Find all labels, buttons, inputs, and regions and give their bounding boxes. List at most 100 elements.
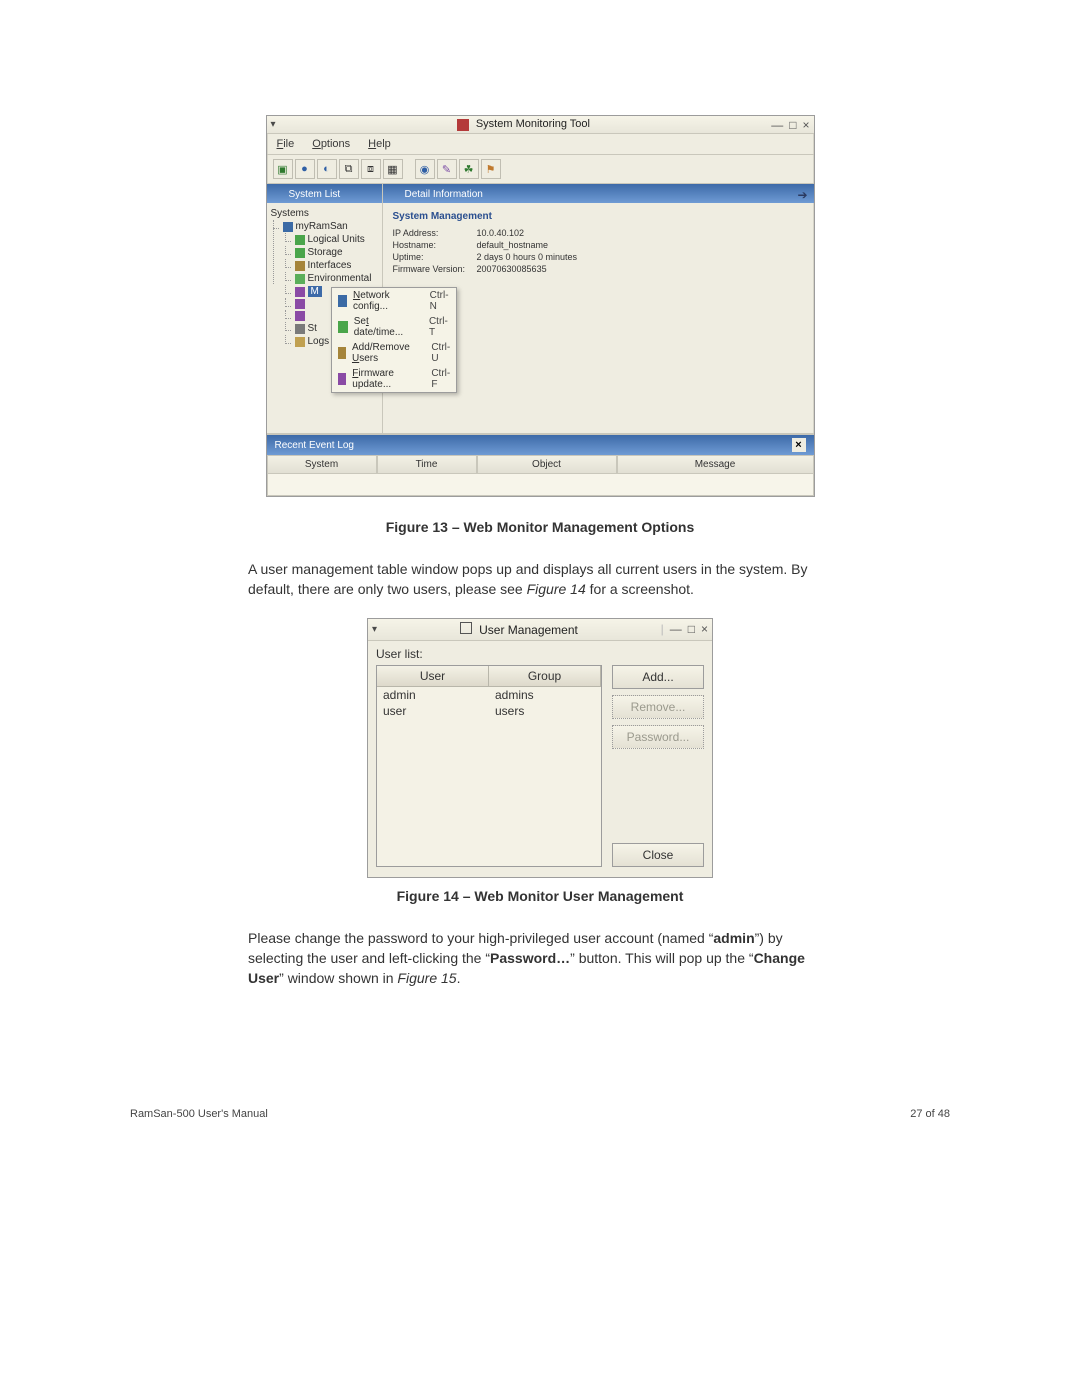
tree-icon (295, 299, 305, 309)
sep-icon: | (661, 623, 664, 635)
cell-user: admin (377, 687, 489, 703)
ctx-add-remove-users[interactable]: Add/Remove UsersCtrl-U (332, 340, 457, 366)
menu-help[interactable]: Help (368, 138, 391, 150)
system-monitoring-window: ▾ System Monitoring Tool — □ × File Opti… (266, 115, 815, 497)
system-icon (283, 222, 293, 232)
event-log-pane: Recent Event Log × System Time Object Me… (267, 434, 814, 496)
logical-units-icon (295, 235, 305, 245)
toolbar-button[interactable]: ⧉ (339, 159, 359, 179)
expand-arrow-icon[interactable]: ➔ (797, 188, 807, 202)
tree-item[interactable]: Logical Units (293, 233, 380, 246)
col-group[interactable]: Group (489, 666, 601, 687)
menu-file[interactable]: File (277, 138, 295, 150)
detail-value: 20070630085635 (477, 264, 804, 274)
network-icon (338, 295, 347, 307)
toolbar: ▣ ● ◐ ⧉ ⧈ ▦ ◉ ✎ ☘ ⚑ (267, 155, 814, 184)
tree-item[interactable]: Environmental (293, 272, 380, 285)
pane-icon (275, 187, 285, 197)
footer-left: RamSan-500 User's Manual (130, 1108, 268, 1120)
dialog-titlebar[interactable]: ▾ User Management | — □ × (368, 619, 712, 641)
figure14-caption: Figure 14 – Web Monitor User Management (130, 888, 950, 904)
dialog-icon (460, 622, 472, 634)
detail-grid: IP Address: 10.0.40.102 Hostname: defaul… (393, 228, 804, 274)
detail-key: IP Address: (393, 228, 477, 238)
password-button[interactable]: Password... (612, 725, 704, 749)
dialog-title: User Management (381, 622, 657, 637)
user-list-label: User list: (376, 647, 704, 661)
detail-value: default_hostname (477, 240, 804, 250)
minimize-icon[interactable]: — (771, 119, 783, 131)
ctx-set-datetime[interactable]: Set date/time...Ctrl-T (332, 314, 457, 340)
remove-button[interactable]: Remove... (612, 695, 704, 719)
cell-user: user (377, 703, 489, 719)
paragraph-1: A user management table window pops up a… (248, 559, 838, 600)
close-icon[interactable]: × (802, 119, 809, 131)
toolbar-button[interactable]: ▦ (383, 159, 403, 179)
detail-heading: System Management (393, 211, 804, 222)
toolbar-button[interactable]: ⚑ (481, 159, 501, 179)
page-footer: RamSan-500 User's Manual 27 of 48 (130, 1108, 950, 1120)
close-icon[interactable]: × (701, 623, 708, 635)
close-button[interactable]: Close (612, 843, 704, 867)
add-button[interactable]: Add... (612, 665, 704, 689)
col-time[interactable]: Time (377, 455, 477, 474)
context-menu[interactable]: Network config...Ctrl-N Set date/time...… (331, 287, 458, 393)
toolbar-button[interactable]: ● (295, 159, 315, 179)
tree-item[interactable]: Interfaces (293, 259, 380, 272)
tree-icon (295, 311, 305, 321)
tree-node[interactable]: myRamSan (281, 220, 380, 233)
event-log-columns: System Time Object Message (267, 455, 814, 474)
titlebar[interactable]: ▾ System Monitoring Tool — □ × (267, 116, 814, 134)
detail-key: Hostname: (393, 240, 477, 250)
toolbar-button[interactable]: ⧈ (361, 159, 381, 179)
tree-root[interactable]: Systems (269, 207, 380, 220)
col-system[interactable]: System (267, 455, 377, 474)
event-log-close-icon[interactable]: × (792, 438, 806, 452)
pane-icon (391, 187, 401, 197)
environmental-icon (295, 274, 305, 284)
management-icon (295, 287, 305, 297)
app-icon (457, 119, 469, 131)
users-icon (338, 347, 346, 359)
menubar[interactable]: File Options Help (267, 134, 814, 155)
menu-options[interactable]: Options (312, 138, 350, 150)
user-management-dialog: ▾ User Management | — □ × User list: Use… (367, 618, 713, 878)
detail-key: Firmware Version: (393, 264, 477, 274)
col-message[interactable]: Message (617, 455, 814, 474)
maximize-icon[interactable]: □ (789, 119, 796, 131)
detail-value: 10.0.40.102 (477, 228, 804, 238)
clock-icon (338, 321, 348, 333)
menu-chevron-icon[interactable]: ▾ (372, 624, 377, 635)
col-object[interactable]: Object (477, 455, 617, 474)
system-list-pane: System List Systems myRamSan Logical Uni… (267, 184, 383, 433)
system-tree[interactable]: Systems myRamSan Logical Units Storage I… (267, 203, 382, 433)
storage-icon (295, 248, 305, 258)
figure13-caption: Figure 13 – Web Monitor Management Optio… (130, 519, 950, 535)
event-log-header: Recent Event Log × (267, 435, 814, 455)
toolbar-button[interactable]: ◐ (317, 159, 337, 179)
footer-right: 27 of 48 (910, 1108, 950, 1120)
cell-group: admins (489, 687, 601, 703)
toolbar-button[interactable]: ▣ (273, 159, 293, 179)
window-title: System Monitoring Tool (280, 118, 768, 130)
detail-value: 2 days 0 hours 0 minutes (477, 252, 804, 262)
ctx-firmware-update[interactable]: Firmware update...Ctrl-F (332, 366, 457, 392)
minimize-icon[interactable]: — (670, 623, 682, 635)
list-item[interactable]: admin admins (377, 687, 601, 703)
tree-icon (295, 324, 305, 334)
maximize-icon[interactable]: □ (688, 623, 695, 635)
toolbar-button[interactable]: ✎ (437, 159, 457, 179)
window-title-text: System Monitoring Tool (476, 118, 590, 130)
event-log-body (267, 474, 814, 496)
list-item[interactable]: user users (377, 703, 601, 719)
user-list[interactable]: User Group admin admins user users (376, 665, 602, 867)
toolbar-button[interactable]: ☘ (459, 159, 479, 179)
toolbar-button[interactable]: ◉ (415, 159, 435, 179)
firmware-icon (338, 373, 347, 385)
col-user[interactable]: User (377, 666, 489, 687)
paragraph-2: Please change the password to your high-… (248, 928, 838, 989)
ctx-network-config[interactable]: Network config...Ctrl-N (332, 288, 457, 314)
detail-key: Uptime: (393, 252, 477, 262)
tree-item[interactable]: Storage (293, 246, 380, 259)
menu-chevron-icon[interactable]: ▾ (271, 119, 276, 130)
